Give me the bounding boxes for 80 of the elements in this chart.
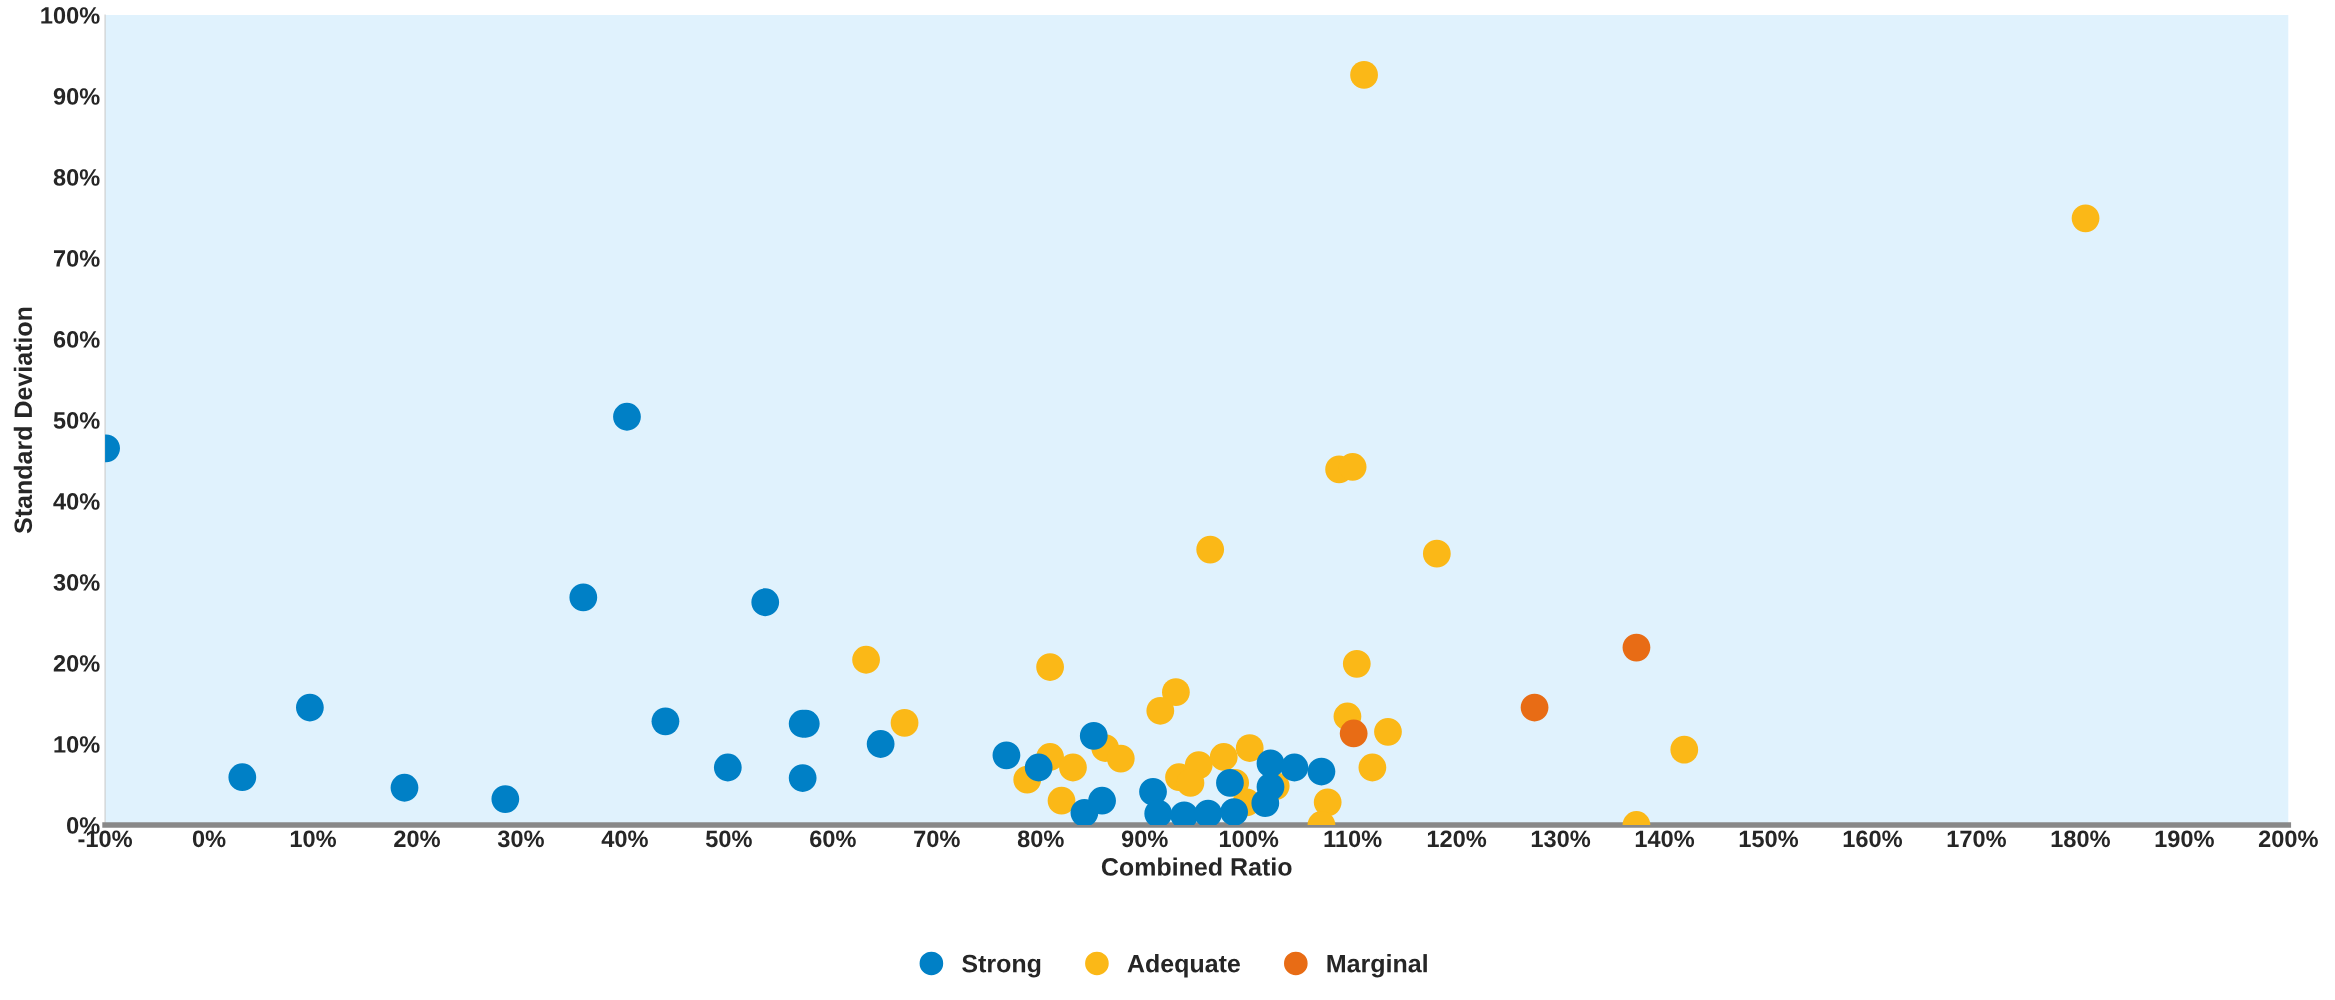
point: [1220, 798, 1248, 825]
x-tick-label: 160%: [1843, 830, 1903, 848]
point: [569, 583, 598, 612]
x-tick-label: 60%: [810, 830, 856, 848]
y-axis-title: Standard Deviation: [13, 307, 33, 534]
x-tick-label: 70%: [914, 830, 960, 848]
legend-label: Adequate: [1127, 954, 1240, 978]
y-tick-label: 70%: [53, 250, 100, 267]
x-axis-title: Combined Ratio: [1101, 857, 1292, 876]
point: [751, 588, 780, 617]
point: [1622, 633, 1651, 662]
y-tick-label: 40%: [53, 493, 100, 510]
x-tick-label: 200%: [2258, 830, 2318, 848]
point: [1024, 753, 1053, 782]
x-tick-label: 0%: [192, 830, 226, 848]
point: [1047, 786, 1076, 815]
x-tick-label: 110%: [1324, 830, 1382, 848]
point: [713, 753, 742, 782]
point: [491, 785, 520, 813]
point: [228, 763, 257, 792]
y-tick-label: 100%: [41, 7, 100, 24]
point: [1422, 539, 1451, 568]
x-tick-label: 150%: [1739, 830, 1799, 848]
point: [613, 402, 641, 431]
x-tick-label: 170%: [1947, 830, 2006, 848]
point: [1194, 799, 1223, 825]
x-tick-label: 100%: [1219, 830, 1279, 848]
point: [1196, 535, 1225, 564]
legend-label: Marginal: [1327, 954, 1427, 978]
legend-label: Strong: [962, 954, 1041, 978]
y-tick-label: 50%: [53, 412, 100, 429]
point: [1358, 753, 1387, 782]
y-tick-label: 20%: [53, 655, 100, 672]
y-tick-label: 90%: [53, 88, 100, 105]
point: [992, 741, 1021, 770]
point: [1162, 678, 1190, 707]
x-tick-label: 190%: [2155, 830, 2214, 848]
y-tick-label: 60%: [53, 331, 100, 348]
point: [1350, 61, 1378, 89]
point: [1374, 717, 1402, 746]
point: [1520, 693, 1549, 722]
point: [1216, 768, 1244, 797]
point: [2071, 204, 2100, 233]
point: [1280, 753, 1309, 782]
point: [1144, 799, 1173, 825]
point: [1059, 753, 1087, 782]
point: [1106, 744, 1135, 773]
x-tick-label: 50%: [705, 830, 752, 848]
point: [1313, 788, 1342, 817]
point: [1670, 735, 1699, 764]
point: [295, 693, 324, 722]
point: [1209, 743, 1238, 771]
point: [1036, 653, 1064, 681]
y-tick-label: 30%: [53, 574, 100, 591]
point: [390, 773, 419, 802]
point: [1307, 757, 1336, 786]
x-tick-label: 130%: [1531, 830, 1591, 848]
point: [1256, 773, 1285, 801]
point: [1088, 786, 1116, 815]
x-tick-label: 40%: [601, 830, 648, 848]
x-tick-label: 90%: [1121, 830, 1168, 848]
x-tick-label: 80%: [1017, 830, 1064, 848]
x-tick-label: 30%: [497, 830, 544, 848]
x-tick-label: 10%: [290, 830, 337, 848]
point: [1342, 649, 1371, 678]
point: [866, 730, 895, 758]
point: [1079, 722, 1108, 750]
point: [1339, 719, 1368, 748]
point: [788, 764, 817, 792]
point: [1146, 696, 1175, 725]
point: [852, 645, 880, 674]
x-tick-label: 140%: [1635, 830, 1695, 848]
x-tick-label: 180%: [2051, 830, 2110, 848]
x-tick-label: 120%: [1427, 830, 1487, 848]
x-tick-label: 20%: [394, 830, 440, 848]
point: [890, 709, 919, 737]
y-tick-label: 80%: [53, 169, 100, 186]
point: [651, 707, 680, 736]
point: [1235, 734, 1264, 762]
y-tick-label: 10%: [54, 736, 100, 753]
